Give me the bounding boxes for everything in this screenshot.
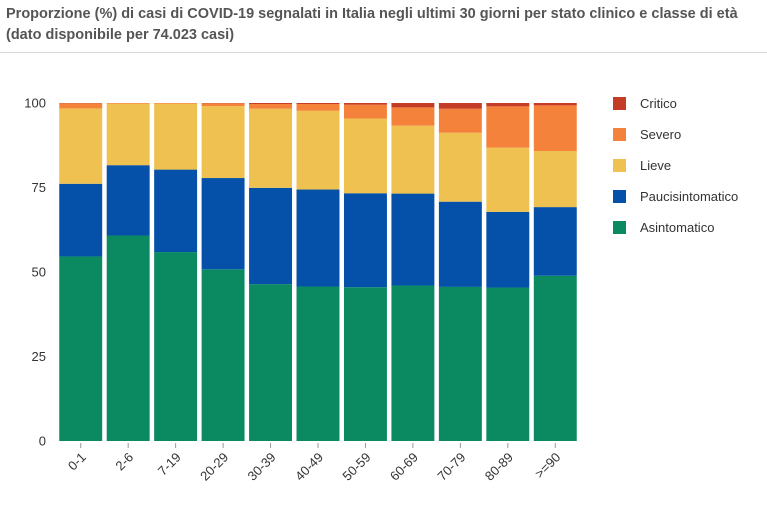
chart-header: Proporzione (%) di casi di COVID-19 segn… xyxy=(6,4,761,46)
bar-segment-paucisintomatico-40-49 xyxy=(296,189,340,287)
bar-segment-severo-80-89 xyxy=(486,106,530,148)
title-divider xyxy=(0,52,767,53)
legend-swatch-lieve[interactable] xyxy=(613,159,626,172)
bar-segment-critico-40-49 xyxy=(296,103,340,105)
legend-swatch-paucisintomatico[interactable] xyxy=(613,190,626,203)
bar-segment-lieve-0-1 xyxy=(59,108,103,184)
bar-segment-critico->=90 xyxy=(533,103,577,106)
bar-segment-severo->=90 xyxy=(533,105,577,151)
bar-segment-asintomatico-7-19 xyxy=(154,252,198,441)
bar-segment-lieve-2-6 xyxy=(106,103,150,166)
x-axis: 0-1 2-6 7-19 20-29 30-39 40-49 50-59 60-69 70-79… xyxy=(65,443,563,484)
bar-segment-paucisintomatico-60-69 xyxy=(391,193,435,286)
bar-segment-lieve-30-39 xyxy=(249,108,293,188)
legend-label-severo[interactable]: Severo xyxy=(640,127,681,142)
x-tick-label: 20-29 xyxy=(197,450,231,484)
bar-segment-severo-7-19 xyxy=(154,103,198,104)
bar-segment-severo-50-59 xyxy=(343,104,387,119)
y-tick-label: 0 xyxy=(39,434,46,449)
bar-segment-asintomatico-80-89 xyxy=(486,287,530,441)
y-tick-label: 25 xyxy=(32,349,46,364)
legend-swatch-asintomatico[interactable] xyxy=(613,221,626,234)
bar-segment-lieve-7-19 xyxy=(154,103,198,170)
legend-label-lieve[interactable]: Lieve xyxy=(640,158,671,173)
bar-segment-severo-70-79 xyxy=(438,108,482,133)
bar-segment-severo-40-49 xyxy=(296,104,340,111)
bar-segment-severo-20-29 xyxy=(201,103,245,107)
bar-segment-severo-2-6 xyxy=(106,103,150,104)
bar-segment-paucisintomatico->=90 xyxy=(533,207,577,276)
bar-segment-asintomatico-70-79 xyxy=(438,286,482,441)
legend-label-critico[interactable]: Critico xyxy=(640,96,677,111)
bar-segment-lieve-60-69 xyxy=(391,125,435,194)
bar-segment-paucisintomatico-0-1 xyxy=(59,183,103,257)
bar-segment-asintomatico-20-29 xyxy=(201,269,245,441)
bar-segment-paucisintomatico-70-79 xyxy=(438,201,482,287)
legend: Critico Severo Lieve Paucisintomatico Asinto… xyxy=(613,96,738,235)
x-tick-label: 7-19 xyxy=(155,450,184,479)
x-tick-label: 30-39 xyxy=(245,450,279,484)
legend-swatch-critico[interactable] xyxy=(613,97,626,110)
bar-segment-lieve-80-89 xyxy=(486,147,530,212)
bar-segment-asintomatico-40-49 xyxy=(296,286,340,441)
x-tick-label: 70-79 xyxy=(434,450,468,484)
bar-segment-asintomatico-50-59 xyxy=(343,287,387,441)
legend-swatch-severo[interactable] xyxy=(613,128,626,141)
bar-segment-asintomatico-0-1 xyxy=(59,256,103,441)
legend-label-paucisintomatico[interactable]: Paucisintomatico xyxy=(640,189,738,204)
bar-segment-critico-70-79 xyxy=(438,103,482,109)
bar-segment-severo-0-1 xyxy=(59,103,103,109)
bar-segment-asintomatico-60-69 xyxy=(391,285,435,441)
x-tick-label: 80-89 xyxy=(482,450,516,484)
bar-segment-paucisintomatico-20-29 xyxy=(201,178,245,270)
bar-segment-lieve-20-29 xyxy=(201,106,245,179)
x-tick-label: 2-6 xyxy=(112,450,136,474)
bar-segment-severo-60-69 xyxy=(391,107,435,126)
bar-segment-paucisintomatico-30-39 xyxy=(249,187,293,285)
y-tick-label: 50 xyxy=(32,265,46,280)
bar-segment-critico-50-59 xyxy=(343,103,387,105)
bar-segment-severo-30-39 xyxy=(249,104,293,109)
bar-segment-asintomatico-30-39 xyxy=(249,284,293,441)
bar-segment-lieve-50-59 xyxy=(343,118,387,194)
bar-segment-paucisintomatico-2-6 xyxy=(106,165,150,236)
y-tick-label: 75 xyxy=(32,180,46,195)
bar-segment-asintomatico->=90 xyxy=(533,275,577,441)
bar-segment-critico-30-39 xyxy=(249,103,293,105)
x-tick-label: 40-49 xyxy=(292,450,326,484)
bar-segment-lieve-40-49 xyxy=(296,110,340,190)
bars-layer xyxy=(59,103,577,441)
x-tick-label: 60-69 xyxy=(387,450,421,484)
y-tick-label: 100 xyxy=(24,96,46,111)
bar-segment-paucisintomatico-50-59 xyxy=(343,193,387,288)
x-tick-label: 0-1 xyxy=(65,450,89,474)
bar-segment-paucisintomatico-7-19 xyxy=(154,169,198,253)
legend-label-asintomatico[interactable]: Asintomatico xyxy=(640,220,714,235)
bar-segment-critico-80-89 xyxy=(486,103,530,107)
x-tick-label: 50-59 xyxy=(339,450,373,484)
bar-segment-asintomatico-2-6 xyxy=(106,235,150,441)
chart-title: Proporzione (%) di casi di COVID-19 segn… xyxy=(6,6,738,43)
bar-segment-paucisintomatico-80-89 xyxy=(486,211,530,288)
bar-segment-critico-60-69 xyxy=(391,103,435,108)
bar-segment-lieve->=90 xyxy=(533,151,577,208)
bar-segment-lieve-70-79 xyxy=(438,132,482,202)
y-axis: 0 25 50 75 100 xyxy=(24,96,46,449)
x-tick-label: >=90 xyxy=(532,450,564,482)
